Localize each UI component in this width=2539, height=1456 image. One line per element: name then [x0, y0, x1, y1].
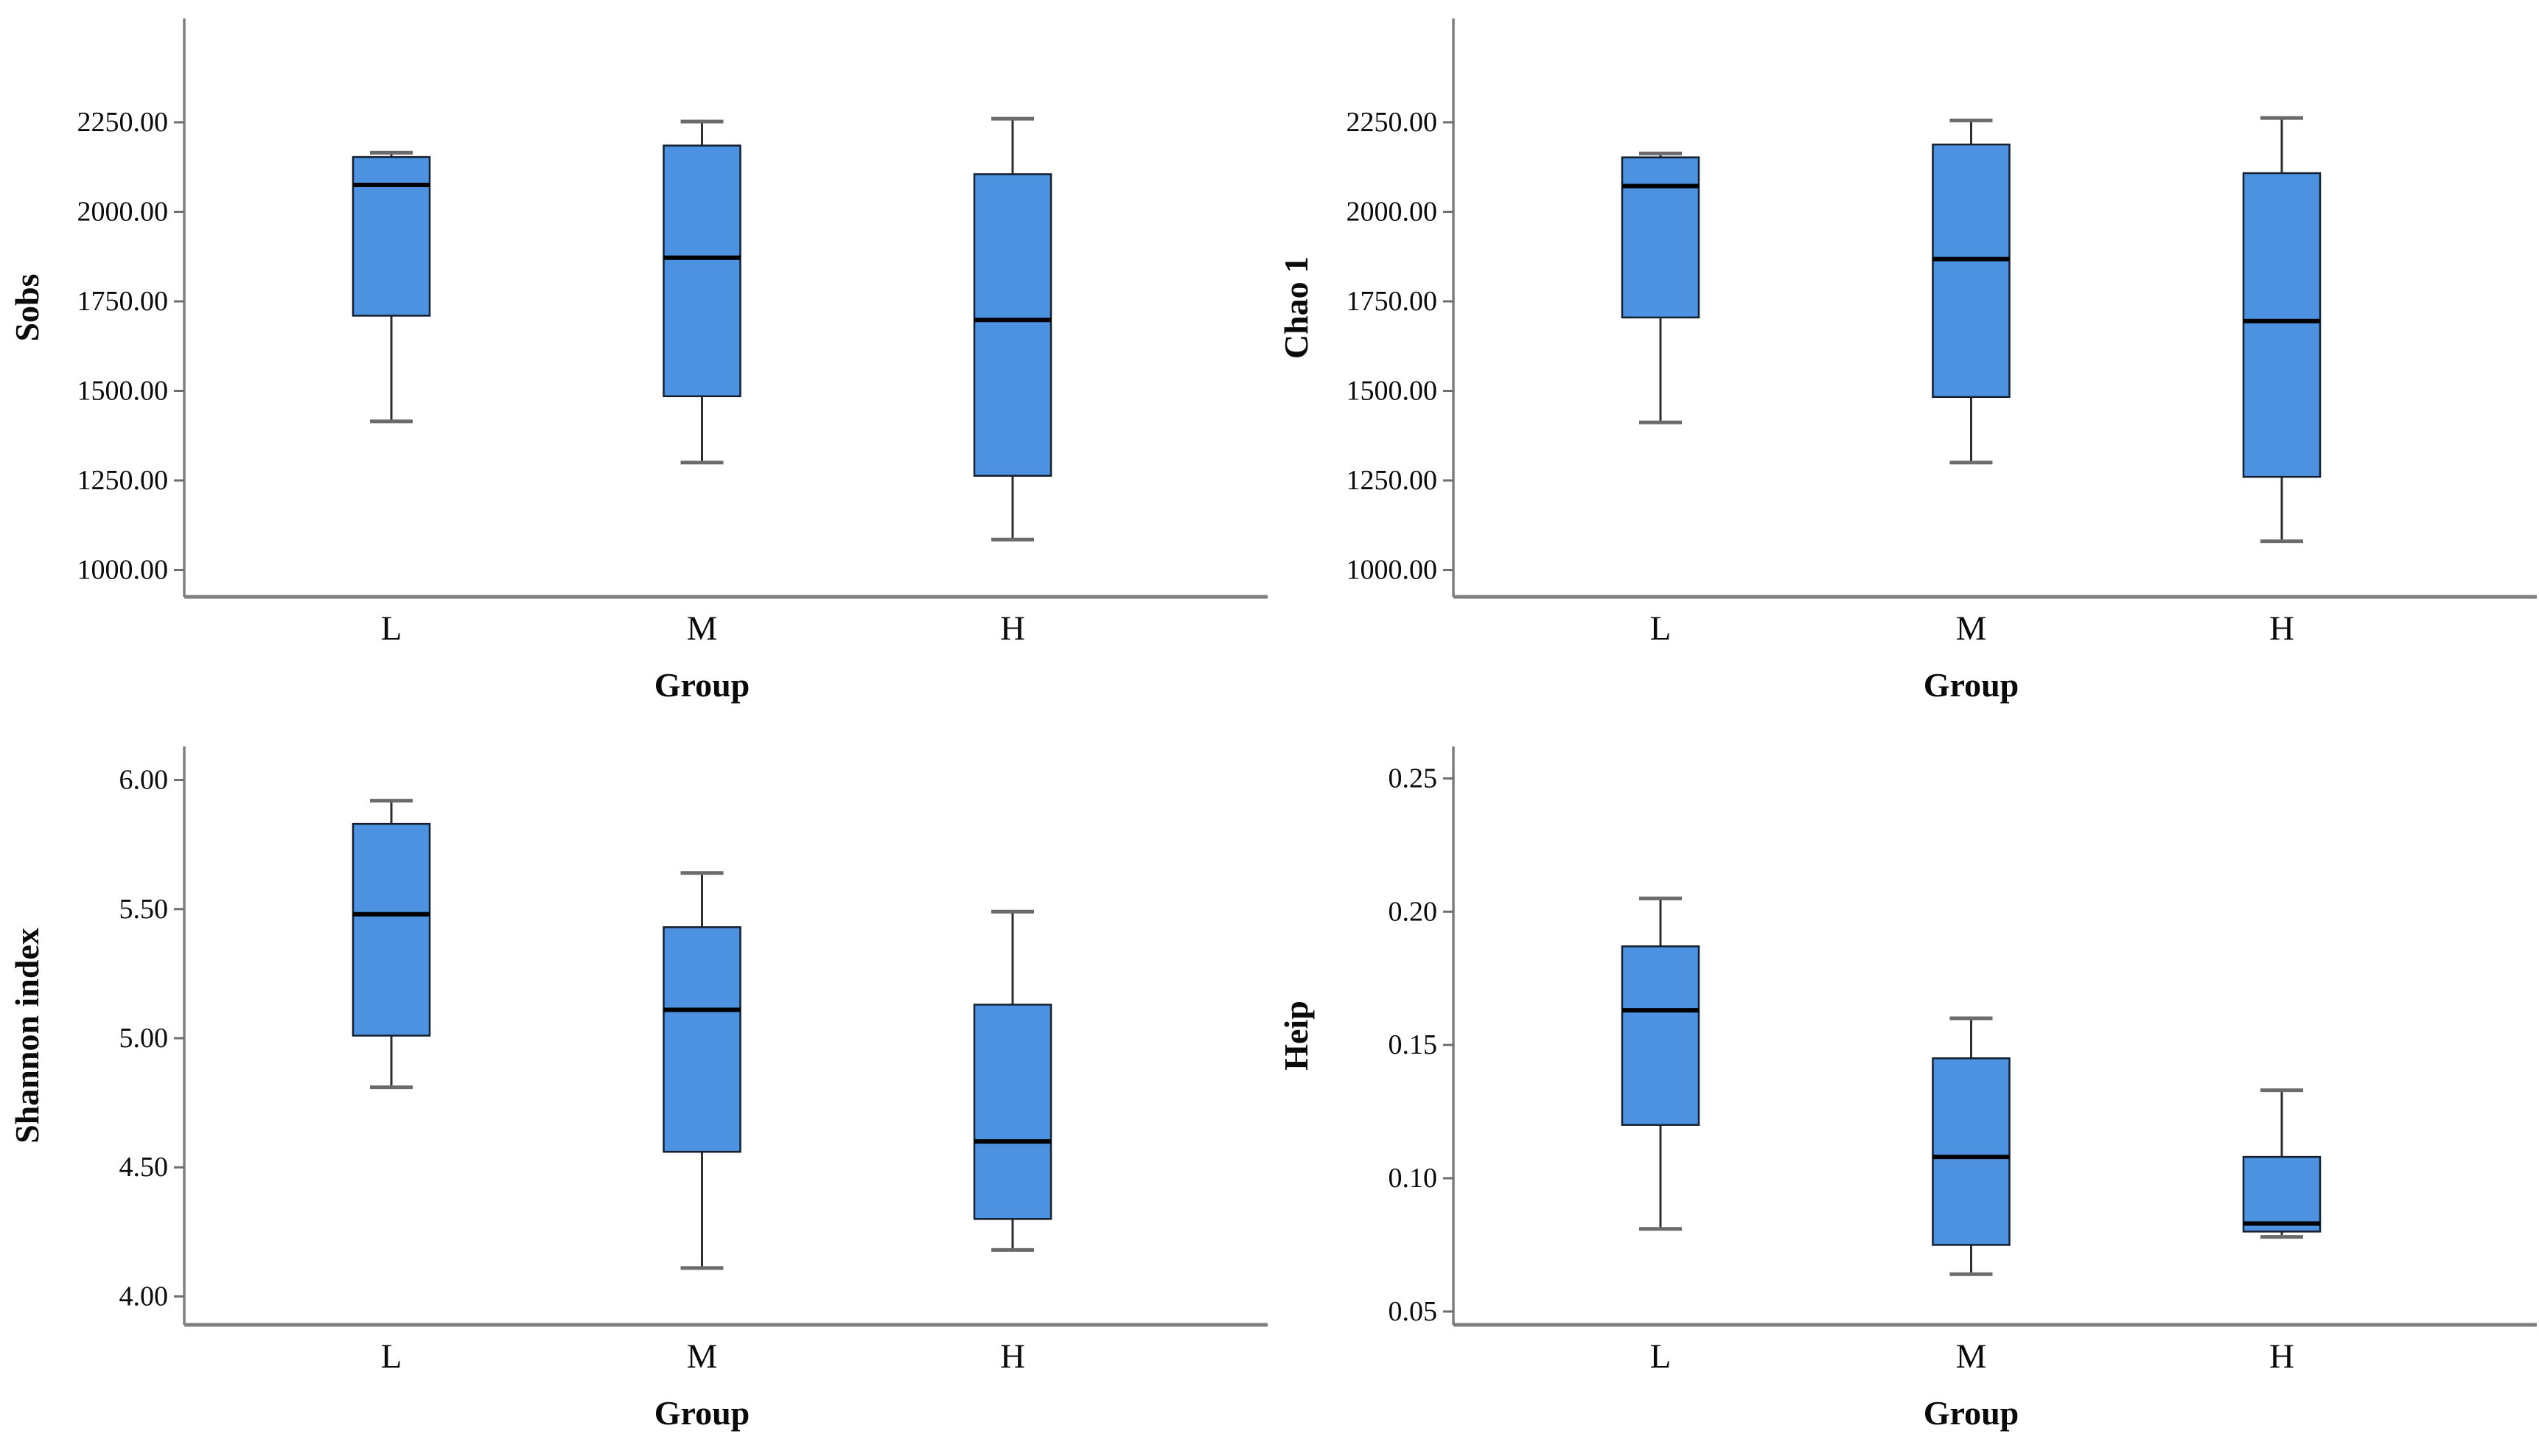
iqr-box-m	[663, 144, 741, 398]
y-axis-title: Sobs	[8, 273, 46, 341]
x-axis-title: Group	[654, 666, 750, 704]
x-axis-title: Group	[654, 1394, 750, 1432]
y-tick-label: 0.20	[1389, 896, 1438, 927]
x-category-label: L	[381, 609, 402, 648]
iqr-box-m	[1932, 143, 2011, 399]
y-tick-label: 1500.00	[1347, 376, 1438, 407]
sobs-boxplot-canvas: 2250.00 2000.00 1750.00 1500.00 1250.00 1000.…	[8, 18, 1268, 704]
y-tick-label: 5.00	[119, 1023, 169, 1054]
iqr-box-h	[2242, 1155, 2322, 1233]
chao1-boxplot-canvas: 2250.00 2000.00 1750.00 1500.00 1250.00 1000.…	[1277, 18, 2537, 704]
y-axis-title: Chao 1	[1277, 256, 1315, 359]
x-category-label: L	[381, 1337, 402, 1376]
panel-shannon-index: 6.00 5.50 5.00 4.50 4.00 L M H Group Shannon inde…	[0, 728, 1269, 1456]
x-category-label: L	[1650, 609, 1672, 648]
y-tick-label: 2250.00	[1347, 107, 1438, 138]
y-tick-label: 2000.00	[1347, 196, 1438, 227]
x-category-label: L	[1650, 1337, 1672, 1376]
x-axis-title: Group	[1924, 1394, 2019, 1432]
x-category-label: H	[1000, 609, 1025, 648]
y-tick-label: 1000.00	[1347, 555, 1438, 586]
y-tick-label: 1250.00	[1347, 465, 1438, 496]
x-category-label: M	[1956, 609, 1987, 648]
panel-chao1: 2250.00 2000.00 1750.00 1500.00 1250.00 1000.…	[1269, 0, 2538, 728]
y-tick-label: 1750.00	[1347, 286, 1438, 317]
y-tick-label: 4.00	[119, 1281, 169, 1312]
iqr-box-m	[663, 926, 741, 1153]
x-category-label: H	[2269, 609, 2294, 648]
y-axis-title: Shannon index	[8, 928, 46, 1144]
x-category-label: M	[1956, 1337, 1987, 1376]
iqr-box-h	[2242, 172, 2322, 478]
x-category-label: M	[687, 1337, 718, 1376]
x-category-label: M	[687, 609, 718, 648]
y-tick-label: 1500.00	[77, 376, 169, 407]
y-tick-label: 0.15	[1389, 1029, 1438, 1060]
y-tick-label: 0.05	[1389, 1296, 1438, 1327]
x-category-label: H	[2269, 1337, 2294, 1376]
x-axis-title: Group	[1924, 666, 2019, 704]
panel-heip: 0.25 0.20 0.15 0.10 0.05 L M H Group Heip	[1269, 728, 2538, 1456]
iqr-box-m	[1932, 1057, 2011, 1246]
y-tick-label: 2250.00	[77, 107, 169, 138]
iqr-box-l	[352, 822, 431, 1037]
iqr-box-h	[973, 1004, 1052, 1220]
y-tick-label: 0.25	[1389, 763, 1438, 794]
y-tick-label: 1750.00	[77, 286, 169, 317]
y-axis-title: Heip	[1277, 1001, 1315, 1071]
x-category-label: H	[1000, 1337, 1025, 1376]
panel-sobs: 2250.00 2000.00 1750.00 1500.00 1250.00 1000.…	[0, 0, 1269, 728]
y-tick-label: 2000.00	[77, 196, 169, 227]
iqr-box-l	[1621, 945, 1700, 1126]
iqr-box-l	[1621, 156, 1700, 319]
iqr-box-h	[973, 173, 1052, 477]
y-tick-label: 1250.00	[77, 465, 169, 496]
y-tick-label: 1000.00	[77, 555, 169, 586]
y-tick-label: 5.50	[119, 894, 169, 925]
heip-boxplot-canvas: 0.25 0.20 0.15 0.10 0.05 L M H Group Heip	[1277, 746, 2537, 1432]
y-tick-label: 0.10	[1389, 1163, 1438, 1194]
iqr-box-l	[352, 155, 431, 317]
y-tick-label: 4.50	[119, 1152, 169, 1183]
y-tick-label: 6.00	[119, 765, 169, 796]
shannon-index-boxplot-canvas: 6.00 5.50 5.00 4.50 4.00 L M H Group Shannon inde…	[8, 746, 1268, 1432]
